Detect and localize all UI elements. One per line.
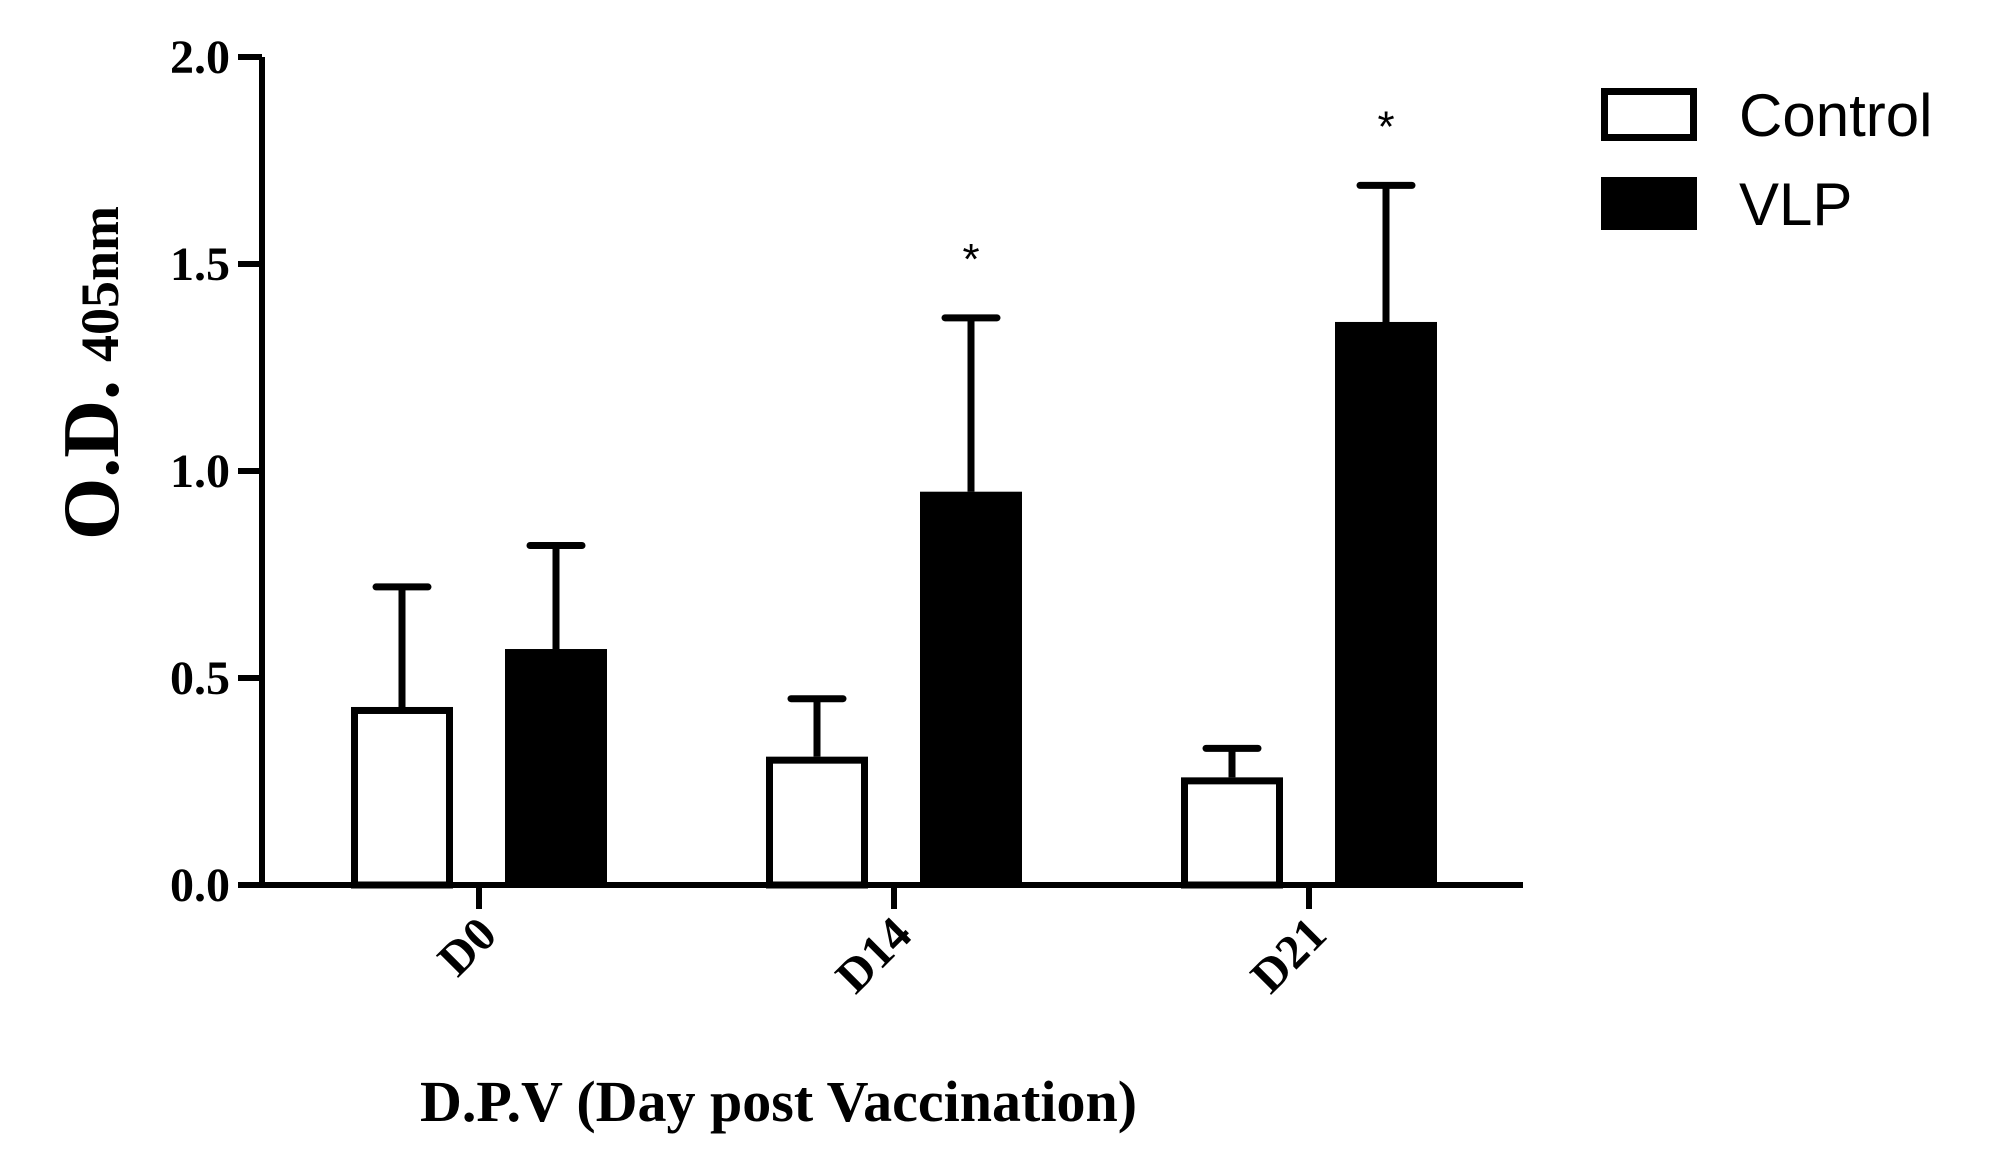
significance-marker: * xyxy=(962,235,979,284)
bar-vlp-d21 xyxy=(1335,321,1437,886)
x-axis-title: D.P.V (Day post Vaccination) xyxy=(420,1069,1137,1134)
legend-swatch-control xyxy=(1601,88,1697,141)
error-bars xyxy=(372,181,1416,778)
legend: Control VLP xyxy=(1601,82,1932,238)
y-axis-title-sub: 405nm xyxy=(70,206,130,362)
y-tick-label: 0.5 xyxy=(170,652,230,705)
significance-marker: * xyxy=(1377,102,1394,151)
y-axis-title: O.D. 405nm xyxy=(48,206,136,540)
bars xyxy=(351,321,1437,889)
legend-swatch-vlp xyxy=(1601,177,1697,230)
legend-label-control: Control xyxy=(1739,82,1932,149)
x-tick-label: D14 xyxy=(826,907,922,1003)
y-axis-title-main: O.D. xyxy=(48,380,136,540)
y-tick-label: 1.0 xyxy=(170,445,230,498)
significance-markers: ** xyxy=(962,102,1394,283)
x-tick-label: D0 xyxy=(428,907,507,986)
x-tick-label: D21 xyxy=(1241,907,1337,1003)
bar-vlp-d0 xyxy=(505,649,607,885)
x-axis-ticks: D0 D14 D21 xyxy=(428,885,1337,1003)
bar-control-d21 xyxy=(1181,777,1283,889)
y-axis-ticks: 0.0 0.5 1.0 1.5 2.0 xyxy=(170,31,262,912)
bar-control-d0 xyxy=(351,706,453,889)
legend-label-vlp: VLP xyxy=(1739,171,1852,238)
bar-control-d14 xyxy=(766,756,868,889)
y-tick-label: 0.0 xyxy=(170,859,230,912)
bar-vlp-d14 xyxy=(920,491,1022,885)
y-tick-label: 1.5 xyxy=(170,238,230,291)
y-tick-label: 2.0 xyxy=(170,31,230,84)
